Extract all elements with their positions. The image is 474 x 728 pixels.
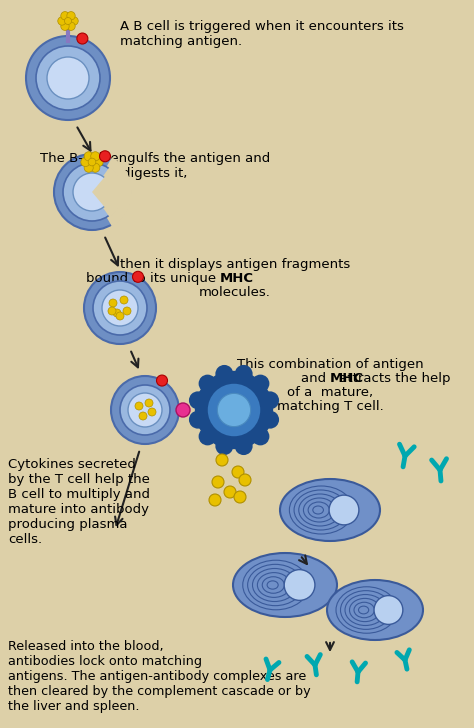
Circle shape [116, 312, 124, 320]
Circle shape [176, 403, 190, 417]
Circle shape [135, 402, 143, 410]
Ellipse shape [327, 580, 423, 640]
Circle shape [235, 437, 253, 455]
Circle shape [133, 272, 144, 282]
Circle shape [120, 296, 128, 304]
Circle shape [156, 375, 167, 386]
Circle shape [54, 154, 130, 230]
Text: attracts the help: attracts the help [335, 372, 450, 385]
Circle shape [216, 454, 228, 466]
Circle shape [139, 412, 147, 420]
Circle shape [374, 596, 403, 625]
Text: bound to its unique: bound to its unique [86, 272, 220, 285]
Circle shape [148, 408, 156, 416]
Circle shape [94, 157, 103, 167]
Circle shape [93, 281, 147, 335]
Circle shape [120, 385, 170, 435]
Circle shape [58, 17, 66, 25]
Circle shape [284, 569, 315, 601]
Circle shape [145, 399, 153, 407]
Text: molecules.: molecules. [199, 286, 271, 299]
Circle shape [189, 392, 207, 409]
Circle shape [64, 17, 72, 25]
Circle shape [84, 151, 93, 161]
Wedge shape [92, 176, 113, 208]
Circle shape [218, 393, 251, 427]
Circle shape [128, 393, 162, 427]
Circle shape [212, 476, 224, 488]
Circle shape [199, 375, 217, 392]
Wedge shape [92, 167, 123, 218]
Text: A B cell is triggered when it encounters its
matching antigen.: A B cell is triggered when it encounters… [120, 20, 404, 48]
Circle shape [261, 392, 279, 409]
Text: matching T cell.: matching T cell. [277, 400, 383, 413]
Circle shape [67, 22, 75, 31]
Circle shape [73, 173, 111, 211]
Circle shape [61, 22, 69, 31]
Circle shape [239, 474, 251, 486]
Text: and: and [301, 372, 330, 385]
Circle shape [88, 158, 96, 166]
Text: This combination of antigen: This combination of antigen [237, 358, 423, 371]
Circle shape [81, 157, 90, 167]
Circle shape [84, 272, 156, 344]
Circle shape [77, 33, 88, 44]
Text: Released into the blood,
antibodies lock onto matching
antigens. The antigen-ant: Released into the blood, antibodies lock… [8, 640, 310, 713]
Circle shape [232, 466, 244, 478]
Text: MHC: MHC [330, 372, 364, 385]
Circle shape [63, 163, 121, 221]
Circle shape [252, 375, 269, 392]
Circle shape [235, 365, 253, 383]
Text: MHC: MHC [220, 272, 254, 285]
Circle shape [91, 163, 100, 173]
Text: then it displays antigen fragments: then it displays antigen fragments [120, 258, 350, 271]
Circle shape [91, 151, 100, 161]
Circle shape [108, 307, 116, 315]
Circle shape [209, 494, 221, 506]
Circle shape [111, 376, 179, 444]
Text: of a  mature,: of a mature, [287, 386, 373, 399]
Circle shape [123, 307, 131, 315]
Circle shape [189, 411, 207, 429]
Circle shape [329, 495, 359, 525]
Circle shape [102, 290, 138, 326]
Circle shape [199, 427, 217, 446]
Ellipse shape [280, 479, 380, 541]
Circle shape [84, 163, 93, 173]
Ellipse shape [233, 553, 337, 617]
Circle shape [109, 299, 117, 307]
Wedge shape [92, 157, 132, 226]
Circle shape [224, 486, 236, 498]
Circle shape [100, 151, 110, 162]
Circle shape [252, 427, 269, 446]
Circle shape [208, 384, 260, 436]
Circle shape [113, 309, 121, 317]
Circle shape [47, 57, 89, 99]
Circle shape [67, 12, 75, 20]
Circle shape [26, 36, 110, 120]
Text: The B-cell engulfs the antigen and
digests it,: The B-cell engulfs the antigen and diges… [40, 152, 270, 180]
Circle shape [36, 46, 100, 110]
Circle shape [195, 371, 273, 449]
Text: Cytokines secreted
by the T cell help the
B cell to multiply and
mature into ant: Cytokines secreted by the T cell help th… [8, 458, 150, 546]
Circle shape [215, 437, 233, 455]
Circle shape [70, 17, 78, 25]
Circle shape [61, 12, 69, 20]
Circle shape [261, 411, 279, 429]
Circle shape [234, 491, 246, 503]
Circle shape [215, 365, 233, 383]
